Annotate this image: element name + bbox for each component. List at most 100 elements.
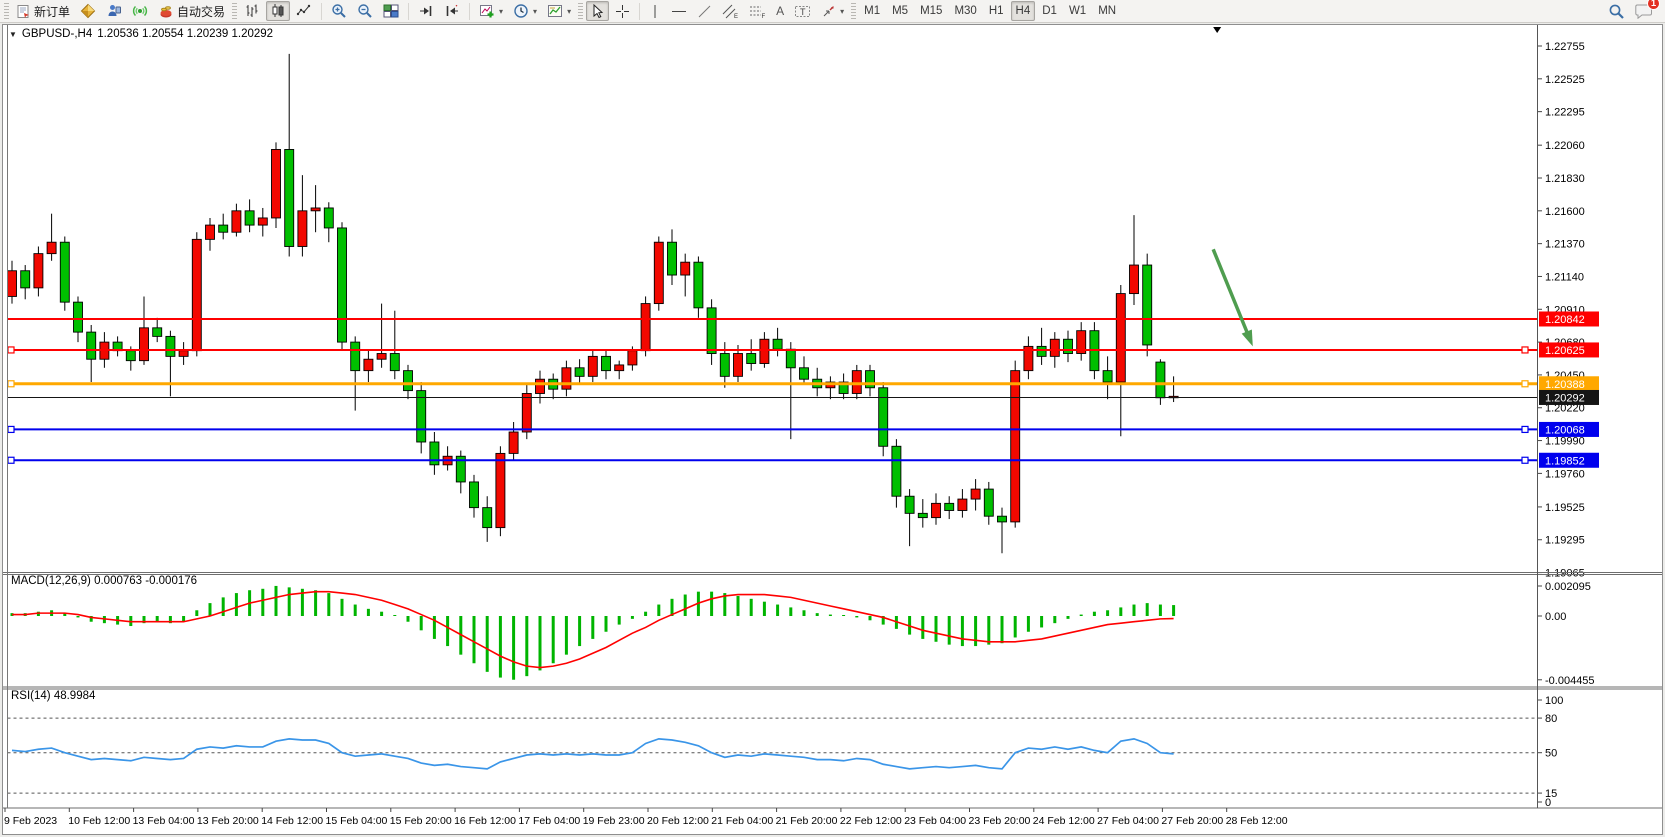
- price-tick-label: 1.21370: [1545, 239, 1585, 251]
- bear-candle: [785, 348, 796, 369]
- timeframe-W1[interactable]: W1: [1064, 1, 1091, 21]
- price-tick-label: 1.22295: [1545, 107, 1585, 119]
- timeframe-M15[interactable]: M15: [915, 1, 947, 21]
- price-line-handle-left[interactable]: [7, 346, 15, 354]
- timeframe-MN[interactable]: MN: [1093, 1, 1121, 21]
- indicators-button[interactable]: ▾: [475, 1, 507, 21]
- virtual-hosting-button[interactable]: [102, 1, 126, 21]
- templates-dropdown-icon[interactable]: ▾: [567, 6, 572, 16]
- bear-candle: [746, 353, 757, 364]
- bear-candle: [403, 370, 413, 392]
- timeframe-D1[interactable]: D1: [1037, 1, 1062, 21]
- price-tick-label: 1.20220: [1545, 403, 1585, 415]
- bear-candle: [891, 445, 902, 497]
- bull-candle: [653, 241, 664, 305]
- horizontal-line-tool-button[interactable]: [667, 1, 691, 21]
- new-order-icon: [16, 4, 31, 19]
- cursor-tool-button[interactable]: [586, 1, 610, 21]
- bull-candle: [1076, 330, 1087, 354]
- bear-candle: [997, 515, 1007, 523]
- zoom-out-button[interactable]: [353, 1, 377, 21]
- price-line-handle-left[interactable]: [7, 456, 15, 464]
- equidistant-channel-tool-button[interactable]: E: [718, 1, 743, 21]
- signals-button[interactable]: [128, 1, 152, 21]
- channel-icon: E: [722, 4, 739, 19]
- toolbar-grip[interactable]: [4, 3, 9, 19]
- bull-candle: [931, 502, 941, 519]
- templates-button[interactable]: ▾: [543, 1, 575, 21]
- bear-candle: [429, 441, 440, 466]
- toolbar-grip[interactable]: [578, 3, 584, 19]
- bull-candle: [1049, 338, 1060, 357]
- auto-trading-button[interactable]: 自动交易: [154, 1, 229, 21]
- symbol-dropdown-icon[interactable]: ▼: [9, 29, 17, 39]
- line-chart-mode-button[interactable]: [292, 1, 316, 21]
- price-tick-label: 1.19295: [1545, 535, 1585, 547]
- zoom-out-icon: [357, 3, 373, 19]
- chart-shift-icon: [444, 3, 460, 19]
- chart-shift-marker[interactable]: [1213, 27, 1222, 33]
- indicators-dropdown-icon[interactable]: ▾: [499, 6, 504, 16]
- text-label-tool-button[interactable]: T: [790, 1, 815, 21]
- timeframe-M1[interactable]: M1: [859, 1, 885, 21]
- text-tool-button[interactable]: A: [772, 1, 788, 21]
- tile-windows-button[interactable]: [379, 1, 403, 21]
- macd-tick-label: -0.004455: [1545, 675, 1595, 687]
- periods-dropdown-icon[interactable]: ▾: [533, 6, 538, 16]
- bear-candle: [59, 241, 70, 303]
- text-icon: A: [776, 3, 785, 18]
- new-order-button[interactable]: 新订单: [12, 1, 74, 21]
- bull-candle: [7, 270, 17, 297]
- date-label: 22 Feb 12:00: [840, 815, 902, 827]
- trend-arrow-shaft[interactable]: [1211, 248, 1250, 336]
- price-line-handle-right[interactable]: [1521, 425, 1529, 434]
- bull-candle: [587, 355, 598, 377]
- arrows-tool-button[interactable]: ▾: [817, 1, 848, 21]
- horizontal-line-icon: [671, 4, 687, 19]
- chart-canvas[interactable]: 1.22755 1.22525 1.22295 1.22060 1.21830 1.216…: [3, 25, 1662, 834]
- trendline-tool-button[interactable]: [693, 1, 716, 21]
- trend-arrow-head[interactable]: [1241, 329, 1253, 347]
- vertical-line-tool-button[interactable]: [645, 1, 665, 21]
- price-badge-bg: [1539, 452, 1599, 468]
- price-line-handle-left[interactable]: [7, 425, 15, 434]
- crosshair-tool-button[interactable]: [611, 1, 634, 21]
- bull-candle: [46, 241, 57, 255]
- bear-candle: [218, 224, 229, 233]
- date-label: 27 Feb 04:00: [1097, 815, 1159, 827]
- bull-candle: [627, 350, 638, 366]
- fibonacci-tool-button[interactable]: F: [745, 1, 770, 21]
- bar-chart-mode-button[interactable]: [240, 1, 264, 21]
- auto-scroll-button[interactable]: [414, 1, 438, 21]
- chart-title[interactable]: ▼ GBPUSD-,H4 1.20536 1.20554 1.20239 1.2…: [9, 28, 273, 40]
- rsi-line: [11, 737, 1174, 770]
- search-button[interactable]: [1604, 1, 1629, 21]
- zoom-in-button[interactable]: [327, 1, 351, 21]
- bear-candle: [244, 210, 255, 226]
- arrows-dropdown-icon[interactable]: ▾: [840, 6, 845, 16]
- svg-text:E: E: [734, 14, 738, 19]
- notifications-button[interactable]: 1: [1631, 0, 1660, 21]
- rsi-tick-label: 0: [1545, 797, 1551, 809]
- timeframe-H4[interactable]: H4: [1010, 1, 1036, 21]
- bear-candle: [574, 367, 585, 377]
- price-line-handle-right[interactable]: [1521, 380, 1529, 388]
- bull-candle: [1023, 345, 1034, 372]
- price-line-handle-left[interactable]: [7, 380, 15, 388]
- toolbar-grip[interactable]: [851, 3, 857, 19]
- chart-shift-button[interactable]: [440, 1, 464, 21]
- symbol-period-label: GBPUSD-,H4: [21, 28, 93, 40]
- timeframe-M5[interactable]: M5: [887, 1, 913, 21]
- bull-candle: [495, 452, 506, 529]
- bear-candle: [389, 353, 400, 372]
- timeframe-H1[interactable]: H1: [984, 1, 1009, 21]
- bear-candle: [284, 149, 295, 247]
- price-line-handle-right[interactable]: [1521, 346, 1529, 354]
- candlestick-mode-button[interactable]: [266, 1, 291, 21]
- timeframe-M30[interactable]: M30: [949, 1, 981, 21]
- price-line-handle-right[interactable]: [1521, 456, 1529, 464]
- toolbar-grip[interactable]: [232, 3, 238, 19]
- mql5-market-button[interactable]: [76, 1, 100, 21]
- periods-button[interactable]: ▾: [509, 1, 541, 21]
- price-tick-label: 1.22525: [1545, 74, 1585, 86]
